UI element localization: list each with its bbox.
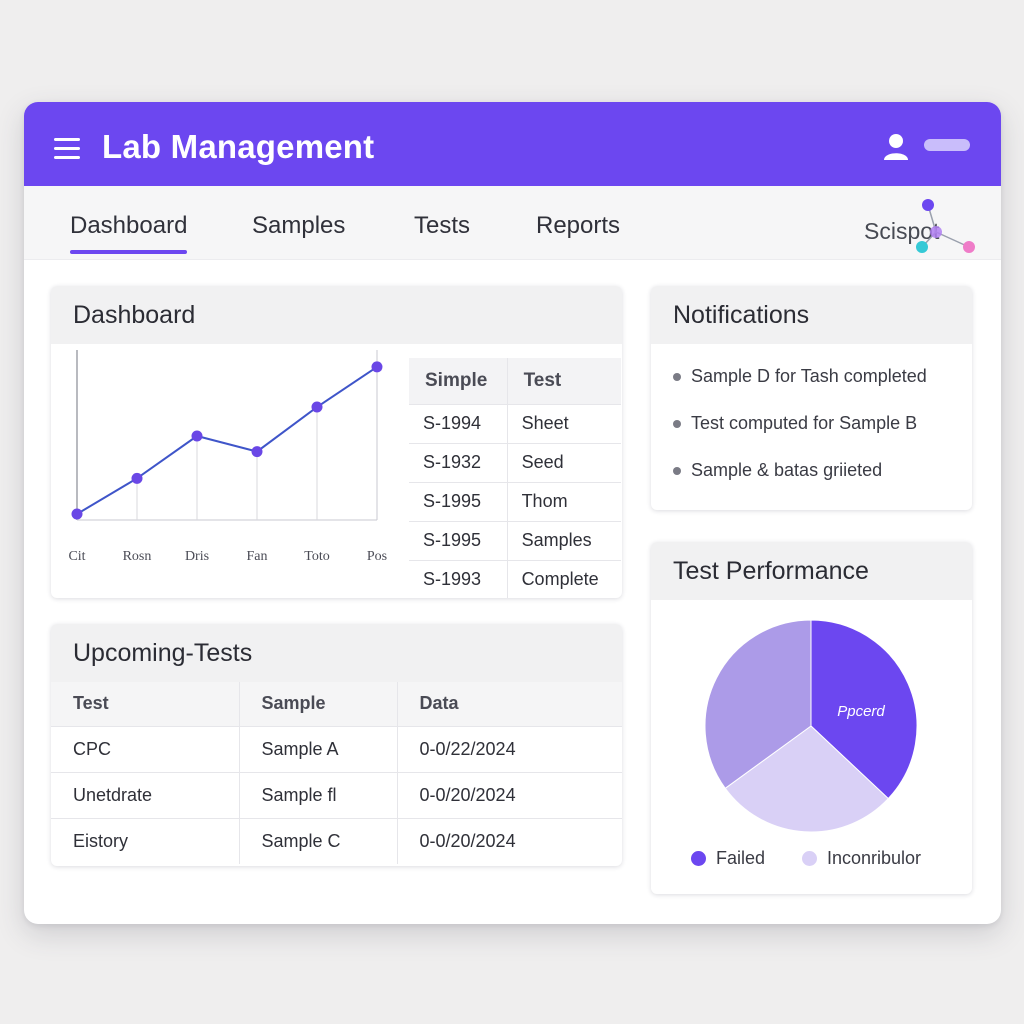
x-tick-label: Fan	[247, 549, 268, 564]
top-bar: Lab Management	[24, 102, 1001, 186]
pie-slice-label: Ppcerd	[837, 703, 885, 720]
notifications-list: Sample D for Tash completed Test compute…	[651, 344, 972, 499]
nav-bar: Dashboard Samples Tests Reports Scispot	[24, 186, 1001, 260]
table-cell: Seed	[506, 442, 621, 482]
table-row[interactable]: CPC Sample A 0-0/22/2024	[51, 726, 622, 773]
data-point	[131, 472, 143, 484]
table-cell: 0-0/20/2024	[396, 818, 622, 864]
table-row[interactable]: S-1932 Seed	[409, 442, 621, 482]
legend-dot	[691, 851, 706, 866]
dashboard-card: Dashboard Cit Rosn Dris Fan Toto Pos Simple T…	[51, 286, 622, 598]
x-tick-label: Pos	[367, 549, 387, 564]
table-cell: Eistory	[73, 830, 129, 851]
legend-label: Failed	[716, 848, 766, 868]
table-cell: Complete	[506, 559, 621, 598]
table-cell: S-1995	[409, 481, 508, 521]
table-header: Test	[51, 682, 239, 727]
legend-item-failed: Failed	[691, 848, 765, 869]
table-cell: Thom	[506, 481, 621, 521]
table-cell: 0-0/20/2024	[396, 772, 622, 819]
table-header: Simple	[409, 358, 508, 404]
hamburger-icon[interactable]	[54, 138, 80, 160]
table-cell: CPC	[51, 726, 239, 773]
table-cell: Unetdrate	[51, 772, 239, 819]
table-header: Test	[506, 358, 621, 404]
table-cell: S-1995	[409, 520, 508, 560]
dashboard-table: Simple Test S-1994 Sheet S-1932 Seed S-1…	[409, 358, 621, 598]
data-point	[191, 430, 203, 442]
table-row[interactable]: S-1994 Sheet	[409, 403, 621, 443]
notifications-title: Notifications	[651, 286, 972, 344]
table-row[interactable]: Unetdrate Sample fl 0-0/20/2024	[51, 772, 622, 819]
notifications-card: Notifications Sample D for Tash complete…	[651, 286, 972, 510]
table-row[interactable]: S-1995 Thom	[409, 481, 621, 521]
table-cell: Sample fl	[238, 772, 397, 819]
app-title: Lab Management	[102, 128, 375, 165]
test-performance-title: Test Performance	[651, 542, 972, 600]
pie-slice	[704, 619, 812, 790]
molecule-icon	[916, 199, 975, 253]
x-tick-label: Toto	[304, 549, 329, 564]
x-tick-label: Dris	[185, 549, 209, 564]
table-header: Sample	[238, 682, 397, 727]
upcoming-tests-card: Upcoming-Tests Test Sample Data CPC Samp…	[51, 624, 622, 866]
table-cell: 0-0/22/2024	[396, 726, 622, 773]
legend-item-inconribulor: Inconribulor	[802, 848, 921, 869]
series-line	[76, 366, 378, 515]
table-cell: Sample A	[238, 726, 397, 773]
data-point	[311, 401, 323, 413]
table-cell: S-1994	[409, 403, 508, 443]
data-point	[371, 361, 383, 373]
brand-name: Scispot	[864, 218, 940, 244]
data-point	[71, 508, 83, 520]
x-tick-label: Cit	[68, 549, 85, 564]
legend-dot	[802, 851, 817, 866]
data-point	[251, 446, 263, 458]
pie-chart: Ppcerd	[704, 619, 918, 833]
tab-dashboard[interactable]: Dashboard	[70, 212, 188, 254]
table-cell: Sample C	[238, 818, 397, 864]
notification-item[interactable]: Sample & batas griieted	[673, 452, 972, 499]
app-window: Lab Management Dashboard Samples Tests R…	[24, 102, 1001, 924]
user-icon[interactable]	[882, 132, 910, 162]
pie-slice	[810, 619, 918, 800]
notification-item[interactable]: Sample D for Tash completed	[673, 358, 972, 405]
tab-samples[interactable]: Samples	[252, 212, 346, 239]
legend-label: Inconribulor	[827, 848, 922, 868]
upcoming-tests-table: Test Sample Data CPC Sample A 0-0/22/202…	[51, 682, 622, 864]
tab-tests[interactable]: Tests	[414, 212, 471, 239]
table-cell: S-1932	[409, 442, 508, 482]
tab-reports[interactable]: Reports	[536, 212, 621, 239]
x-tick-label: Rosn	[123, 549, 152, 564]
line-chart: Cit Rosn Dris Fan Toto Pos	[68, 350, 387, 564]
table-row[interactable]: Eistory Sample C 0-0/20/2024	[51, 818, 622, 864]
table-row[interactable]: S-1995 Samples	[409, 520, 621, 560]
table-header: Data	[396, 682, 622, 727]
table-cell: Sheet	[506, 403, 621, 443]
dashboard-card-title: Dashboard	[51, 286, 622, 344]
upcoming-tests-title: Upcoming-Tests	[51, 624, 622, 682]
test-performance-card: Test Performance Ppcerd Failed Inconribu…	[651, 542, 972, 894]
table-cell: S-1993	[409, 559, 508, 598]
table-row[interactable]: S-1993 Complete	[409, 559, 621, 598]
table-cell: Samples	[506, 520, 621, 560]
brand-logo: Scispot	[864, 196, 984, 260]
notification-item[interactable]: Test computed for Sample B	[673, 405, 972, 452]
user-name-placeholder[interactable]	[924, 139, 970, 151]
pie-slice	[724, 725, 889, 833]
